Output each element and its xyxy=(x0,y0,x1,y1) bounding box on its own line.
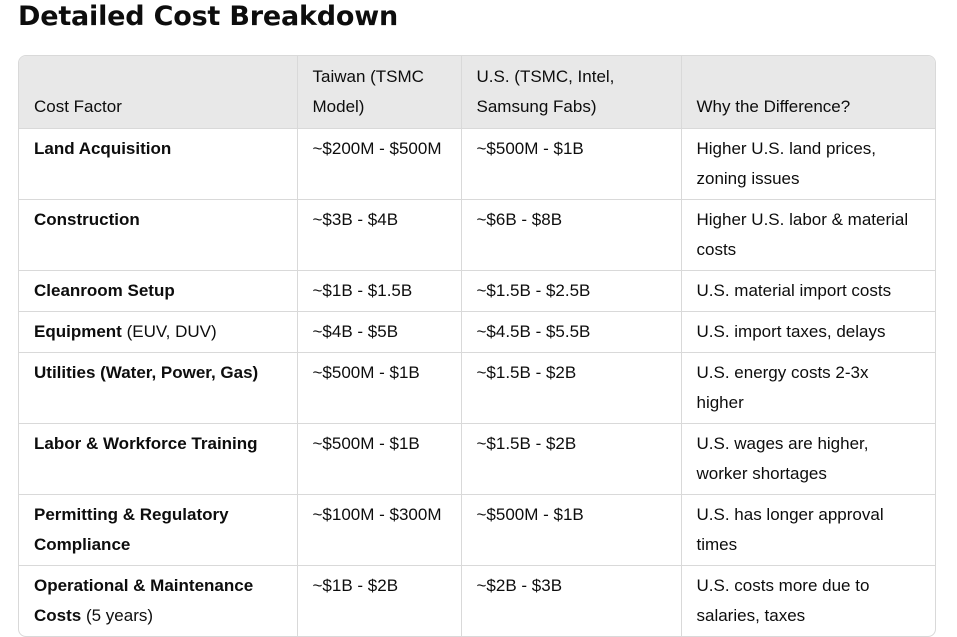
us-cost-cell: ~$1.5B - $2.5B xyxy=(460,270,681,312)
taiwan-cost-cell: ~$1B - $1.5B xyxy=(296,270,461,312)
page-title: Detailed Cost Breakdown xyxy=(18,1,398,32)
us-cost-cell: ~$2B - $3B xyxy=(460,565,681,636)
cost-factor-cell: Labor & Workforce Training xyxy=(19,423,297,495)
difference-reason-cell: U.S. wages are higher, worker shortages xyxy=(680,423,935,495)
us-cost-cell: ~$1.5B - $2B xyxy=(460,352,681,424)
taiwan-cost-cell: ~$200M - $500M xyxy=(296,128,461,200)
cost-factor-name: Utilities (Water, Power, Gas) xyxy=(34,363,259,382)
difference-reason-cell: Higher U.S. land prices, zoning issues xyxy=(680,128,935,200)
cost-factor-cell: Permitting & Regulatory Compliance xyxy=(19,494,297,566)
cost-factor-name: Equipment xyxy=(34,322,122,341)
cost-breakdown-table: Cost Factor Taiwan (TSMC Model) U.S. (TS… xyxy=(19,56,935,636)
cost-factor-cell: Utilities (Water, Power, Gas) xyxy=(19,352,297,424)
cost-factor-cell: Operational & Maintenance Costs (5 years… xyxy=(19,565,297,636)
header-us: U.S. (TSMC, Intel, Samsung Fabs) xyxy=(460,56,681,129)
table-row: Cleanroom Setup ~$1B - $1.5B ~$1.5B - $2… xyxy=(19,270,935,312)
cost-factor-name: Labor & Workforce Training xyxy=(34,434,258,453)
taiwan-cost-cell: ~$500M - $1B xyxy=(296,423,461,495)
us-cost-cell: ~$1.5B - $2B xyxy=(460,423,681,495)
cost-factor-name: Permitting & Regulatory Compliance xyxy=(34,505,229,554)
cost-factor-cell: Equipment (EUV, DUV) xyxy=(19,311,297,353)
us-cost-cell: ~$500M - $1B xyxy=(460,494,681,566)
cost-factor-name: Cleanroom Setup xyxy=(34,281,175,300)
difference-reason-cell: U.S. material import costs xyxy=(680,270,935,312)
table-row: Utilities (Water, Power, Gas) ~$500M - $… xyxy=(19,352,935,424)
taiwan-cost-cell: ~$1B - $2B xyxy=(296,565,461,636)
cost-factor-name: Operational & Maintenance Costs xyxy=(34,576,254,625)
cost-factor-cell: Construction xyxy=(19,199,297,271)
table-row: Land Acquisition ~$200M - $500M ~$500M -… xyxy=(19,128,935,200)
difference-reason-cell: U.S. costs more due to salaries, taxes xyxy=(680,565,935,636)
cost-factor-name: Construction xyxy=(34,210,140,229)
cost-factor-cell: Land Acquisition xyxy=(19,129,297,200)
difference-reason-cell: U.S. has longer approval times xyxy=(680,494,935,566)
us-cost-cell: ~$6B - $8B xyxy=(460,199,681,271)
taiwan-cost-cell: ~$500M - $1B xyxy=(296,352,461,424)
header-why-difference: Why the Difference? xyxy=(680,56,935,129)
difference-reason-cell: U.S. energy costs 2-3x higher xyxy=(680,352,935,424)
cost-table-container: Cost Factor Taiwan (TSMC Model) U.S. (TS… xyxy=(18,55,936,637)
table-row: Labor & Workforce Training ~$500M - $1B … xyxy=(19,423,935,495)
us-cost-cell: ~$4.5B - $5.5B xyxy=(460,311,681,353)
header-cost-factor: Cost Factor xyxy=(19,56,297,129)
table-row: Permitting & Regulatory Compliance ~$100… xyxy=(19,494,935,566)
taiwan-cost-cell: ~$3B - $4B xyxy=(296,199,461,271)
cost-factor-note: (EUV, DUV) xyxy=(121,322,217,341)
table-header-row: Cost Factor Taiwan (TSMC Model) U.S. (TS… xyxy=(19,56,935,129)
taiwan-cost-cell: ~$100M - $300M xyxy=(296,494,461,566)
difference-reason-cell: U.S. import taxes, delays xyxy=(680,311,935,353)
table-row: Operational & Maintenance Costs (5 years… xyxy=(19,565,935,636)
cost-factor-name: Land Acquisition xyxy=(34,139,172,158)
cost-factor-note: (5 years) xyxy=(81,606,154,625)
table-row: Equipment (EUV, DUV) ~$4B - $5B ~$4.5B -… xyxy=(19,311,935,353)
table-row: Construction ~$3B - $4B ~$6B - $8B Highe… xyxy=(19,199,935,271)
us-cost-cell: ~$500M - $1B xyxy=(460,128,681,200)
difference-reason-cell: Higher U.S. labor & material costs xyxy=(680,199,935,271)
cost-factor-cell: Cleanroom Setup xyxy=(19,270,297,312)
taiwan-cost-cell: ~$4B - $5B xyxy=(296,311,461,353)
header-taiwan: Taiwan (TSMC Model) xyxy=(296,56,461,129)
